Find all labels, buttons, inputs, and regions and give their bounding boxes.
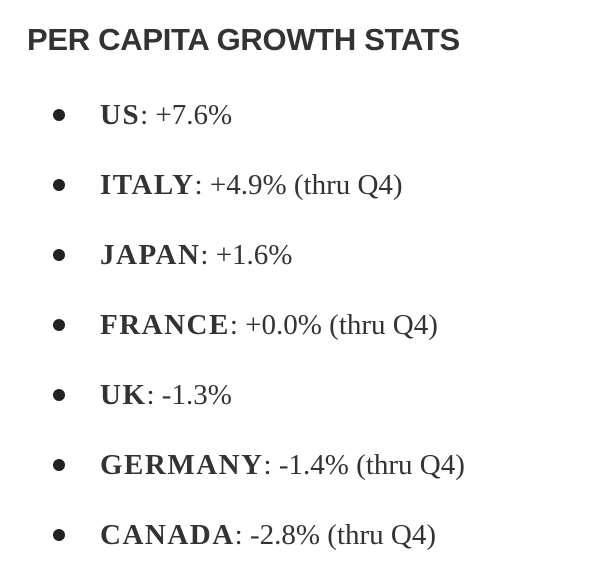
growth-text: : +4.9% (thru Q4) — [194, 169, 403, 201]
country: GERMANY — [100, 449, 264, 481]
country: JAPAN — [100, 239, 201, 271]
list-item: US: +7.6% — [0, 80, 465, 150]
list-item: UK: -1.3% — [0, 360, 465, 430]
country: ITALY — [100, 169, 195, 201]
growth-text: : +7.6% — [140, 99, 233, 131]
country: US — [100, 99, 141, 131]
stats-list: US: +7.6% ITALY: +4.9% (thru Q4) JAPAN: +1… — [0, 80, 465, 570]
list-item: CANADA: -2.8% (thru Q4) — [0, 500, 465, 570]
growth-text: : -2.8% (thru Q4) — [234, 519, 437, 551]
list-item: ITALY: +4.9% (thru Q4) — [0, 150, 465, 220]
growth-text: : +0.0% (thru Q4) — [229, 309, 438, 341]
title: PER CAPITA GROWTH STATS — [27, 22, 460, 57]
list-item: FRANCE: +0.0% (thru Q4) — [0, 290, 465, 360]
country: CANADA — [100, 519, 235, 551]
growth-text: : -1.3% — [146, 379, 232, 411]
list-item: JAPAN: +1.6% — [0, 220, 465, 290]
list-item: GERMANY: -1.4% (thru Q4) — [0, 430, 465, 500]
growth-text: : -1.4% (thru Q4) — [263, 449, 465, 481]
country: FRANCE — [100, 309, 230, 341]
country: UK — [100, 379, 147, 411]
growth-text: : +1.6% — [200, 239, 293, 271]
